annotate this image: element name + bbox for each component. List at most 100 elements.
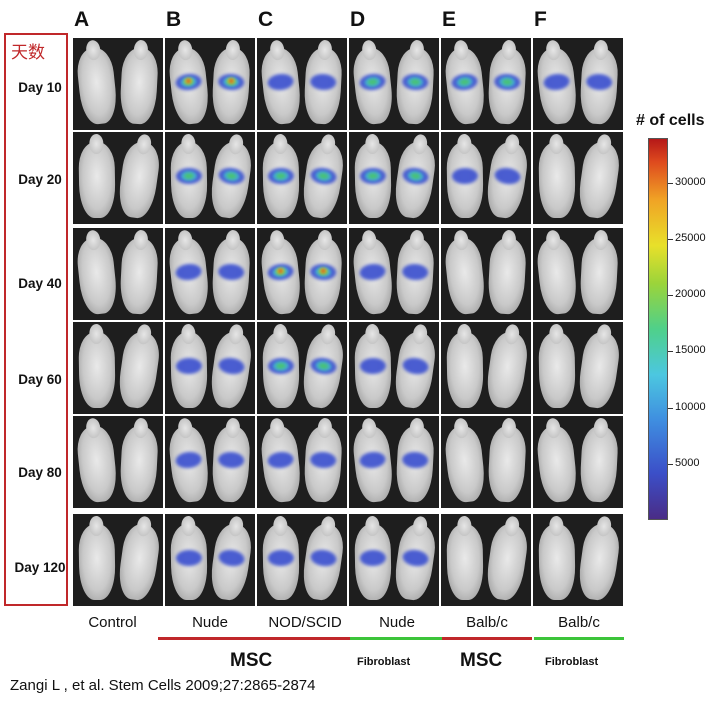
mouse-head [457, 516, 472, 537]
mouse-head [177, 39, 194, 62]
image-cell-balbc-msc-day120 [441, 514, 531, 606]
image-cell-nude-fibroblast-day10 [349, 38, 439, 130]
image-cell-nude-fibroblast-day40 [349, 228, 439, 320]
signal-blob [401, 356, 430, 376]
signal-blob [217, 263, 245, 281]
mouse-silhouette [446, 324, 484, 409]
mouse-silhouette [354, 516, 392, 601]
colorbar-tick-label: 10000 [675, 400, 706, 413]
mouse-head [269, 39, 286, 62]
column-letter-c: C [258, 8, 274, 31]
mouse-head [361, 229, 378, 252]
signal-blob [266, 72, 295, 92]
image-cell-control-day60 [73, 322, 163, 414]
signal-blob [401, 451, 429, 469]
mouse-head [545, 229, 562, 252]
mouse-silhouette [535, 39, 579, 126]
mouse-head [501, 40, 517, 61]
mouse-head [181, 134, 196, 155]
mouse-head [501, 230, 517, 251]
signal-blob [266, 450, 295, 470]
mouse-head [503, 515, 521, 538]
mouse-silhouette [575, 133, 623, 221]
group-label-nod-scid: NOD/SCID [268, 614, 342, 631]
mouse-silhouette [262, 516, 300, 601]
image-cell-nude-fibroblast-day60 [349, 322, 439, 414]
mouse-head [227, 515, 245, 538]
signal-blob [175, 549, 203, 567]
mouse-head [365, 324, 380, 345]
mouse-head [273, 324, 288, 345]
mouse-head [501, 418, 517, 439]
mouse-head [361, 39, 378, 62]
mouse-silhouette [119, 230, 159, 315]
image-cell-control-day80 [73, 416, 163, 508]
image-cell-control-day20 [73, 132, 163, 224]
mouse-head [319, 515, 337, 538]
mouse-head [317, 40, 333, 61]
image-cell-nude-msc-day80 [165, 416, 255, 508]
mouse-silhouette [395, 230, 435, 315]
mouse-silhouette [487, 230, 527, 315]
mouse-silhouette [391, 133, 439, 221]
mouse-head [457, 324, 472, 345]
mouse-silhouette [259, 417, 303, 504]
signal-blob [359, 549, 387, 567]
mouse-silhouette [207, 323, 255, 411]
mouse-head [89, 134, 104, 155]
mouse-head [411, 133, 429, 156]
signal-blob [309, 548, 338, 568]
mouse-silhouette [538, 516, 576, 601]
mouse-silhouette [299, 323, 347, 411]
signal-blob [451, 167, 479, 185]
image-cell-control-day120 [73, 514, 163, 606]
image-cell-nude-msc-day60 [165, 322, 255, 414]
group-label-nude-fibroblast: Nude [379, 614, 415, 631]
mouse-silhouette [538, 134, 576, 219]
signal-blob [217, 548, 246, 568]
image-cell-nude-msc-day120 [165, 514, 255, 606]
signal-blob [358, 450, 387, 470]
image-cell-nude-fibroblast-day20 [349, 132, 439, 224]
msc-group-line [158, 637, 350, 640]
mouse-head [177, 417, 194, 440]
signal-blob [359, 357, 387, 375]
image-cell-nude-fibroblast-day120 [349, 514, 439, 606]
image-cell-balbc-fibroblast-day60 [533, 322, 623, 414]
image-cell-balbc-msc-day40 [441, 228, 531, 320]
mouse-silhouette [575, 323, 623, 411]
material-fibroblast-label-2: Fibroblast [545, 656, 599, 668]
image-cell-nude-msc-day10 [165, 38, 255, 130]
mouse-silhouette [535, 229, 579, 316]
mouse-head [269, 417, 286, 440]
mouse-silhouette [115, 133, 163, 221]
mouse-silhouette [299, 133, 347, 221]
signal-blob [358, 262, 387, 282]
mouse-head [135, 323, 153, 346]
image-cell-control-day40 [73, 228, 163, 320]
mouse-silhouette [259, 229, 303, 316]
mouse-silhouette [443, 417, 487, 504]
mouse-head [225, 230, 241, 251]
mouse-silhouette [354, 324, 392, 409]
mouse-head [593, 230, 609, 251]
mouse-head [409, 40, 425, 61]
mouse-silhouette [487, 40, 527, 125]
material-msc-label-2: MSC [460, 650, 503, 671]
mouse-silhouette [75, 417, 119, 504]
mouse-head [411, 515, 429, 538]
signal-blob [309, 73, 337, 91]
mouse-silhouette [395, 40, 435, 125]
mouse-head [593, 40, 609, 61]
citation: Zangi L , et al. Stem Cells 2009;27:2865… [10, 677, 316, 694]
mouse-silhouette [115, 515, 163, 603]
mouse-head [549, 516, 564, 537]
image-cell-nod-scid-msc-day10 [257, 38, 347, 130]
colorbar-tick [668, 239, 673, 241]
colorbar-tick [668, 407, 673, 409]
mouse-silhouette [446, 516, 484, 601]
mouse-silhouette [483, 133, 531, 221]
column-letter-e: E [442, 8, 457, 31]
mouse-head [361, 417, 378, 440]
mouse-silhouette [391, 323, 439, 411]
